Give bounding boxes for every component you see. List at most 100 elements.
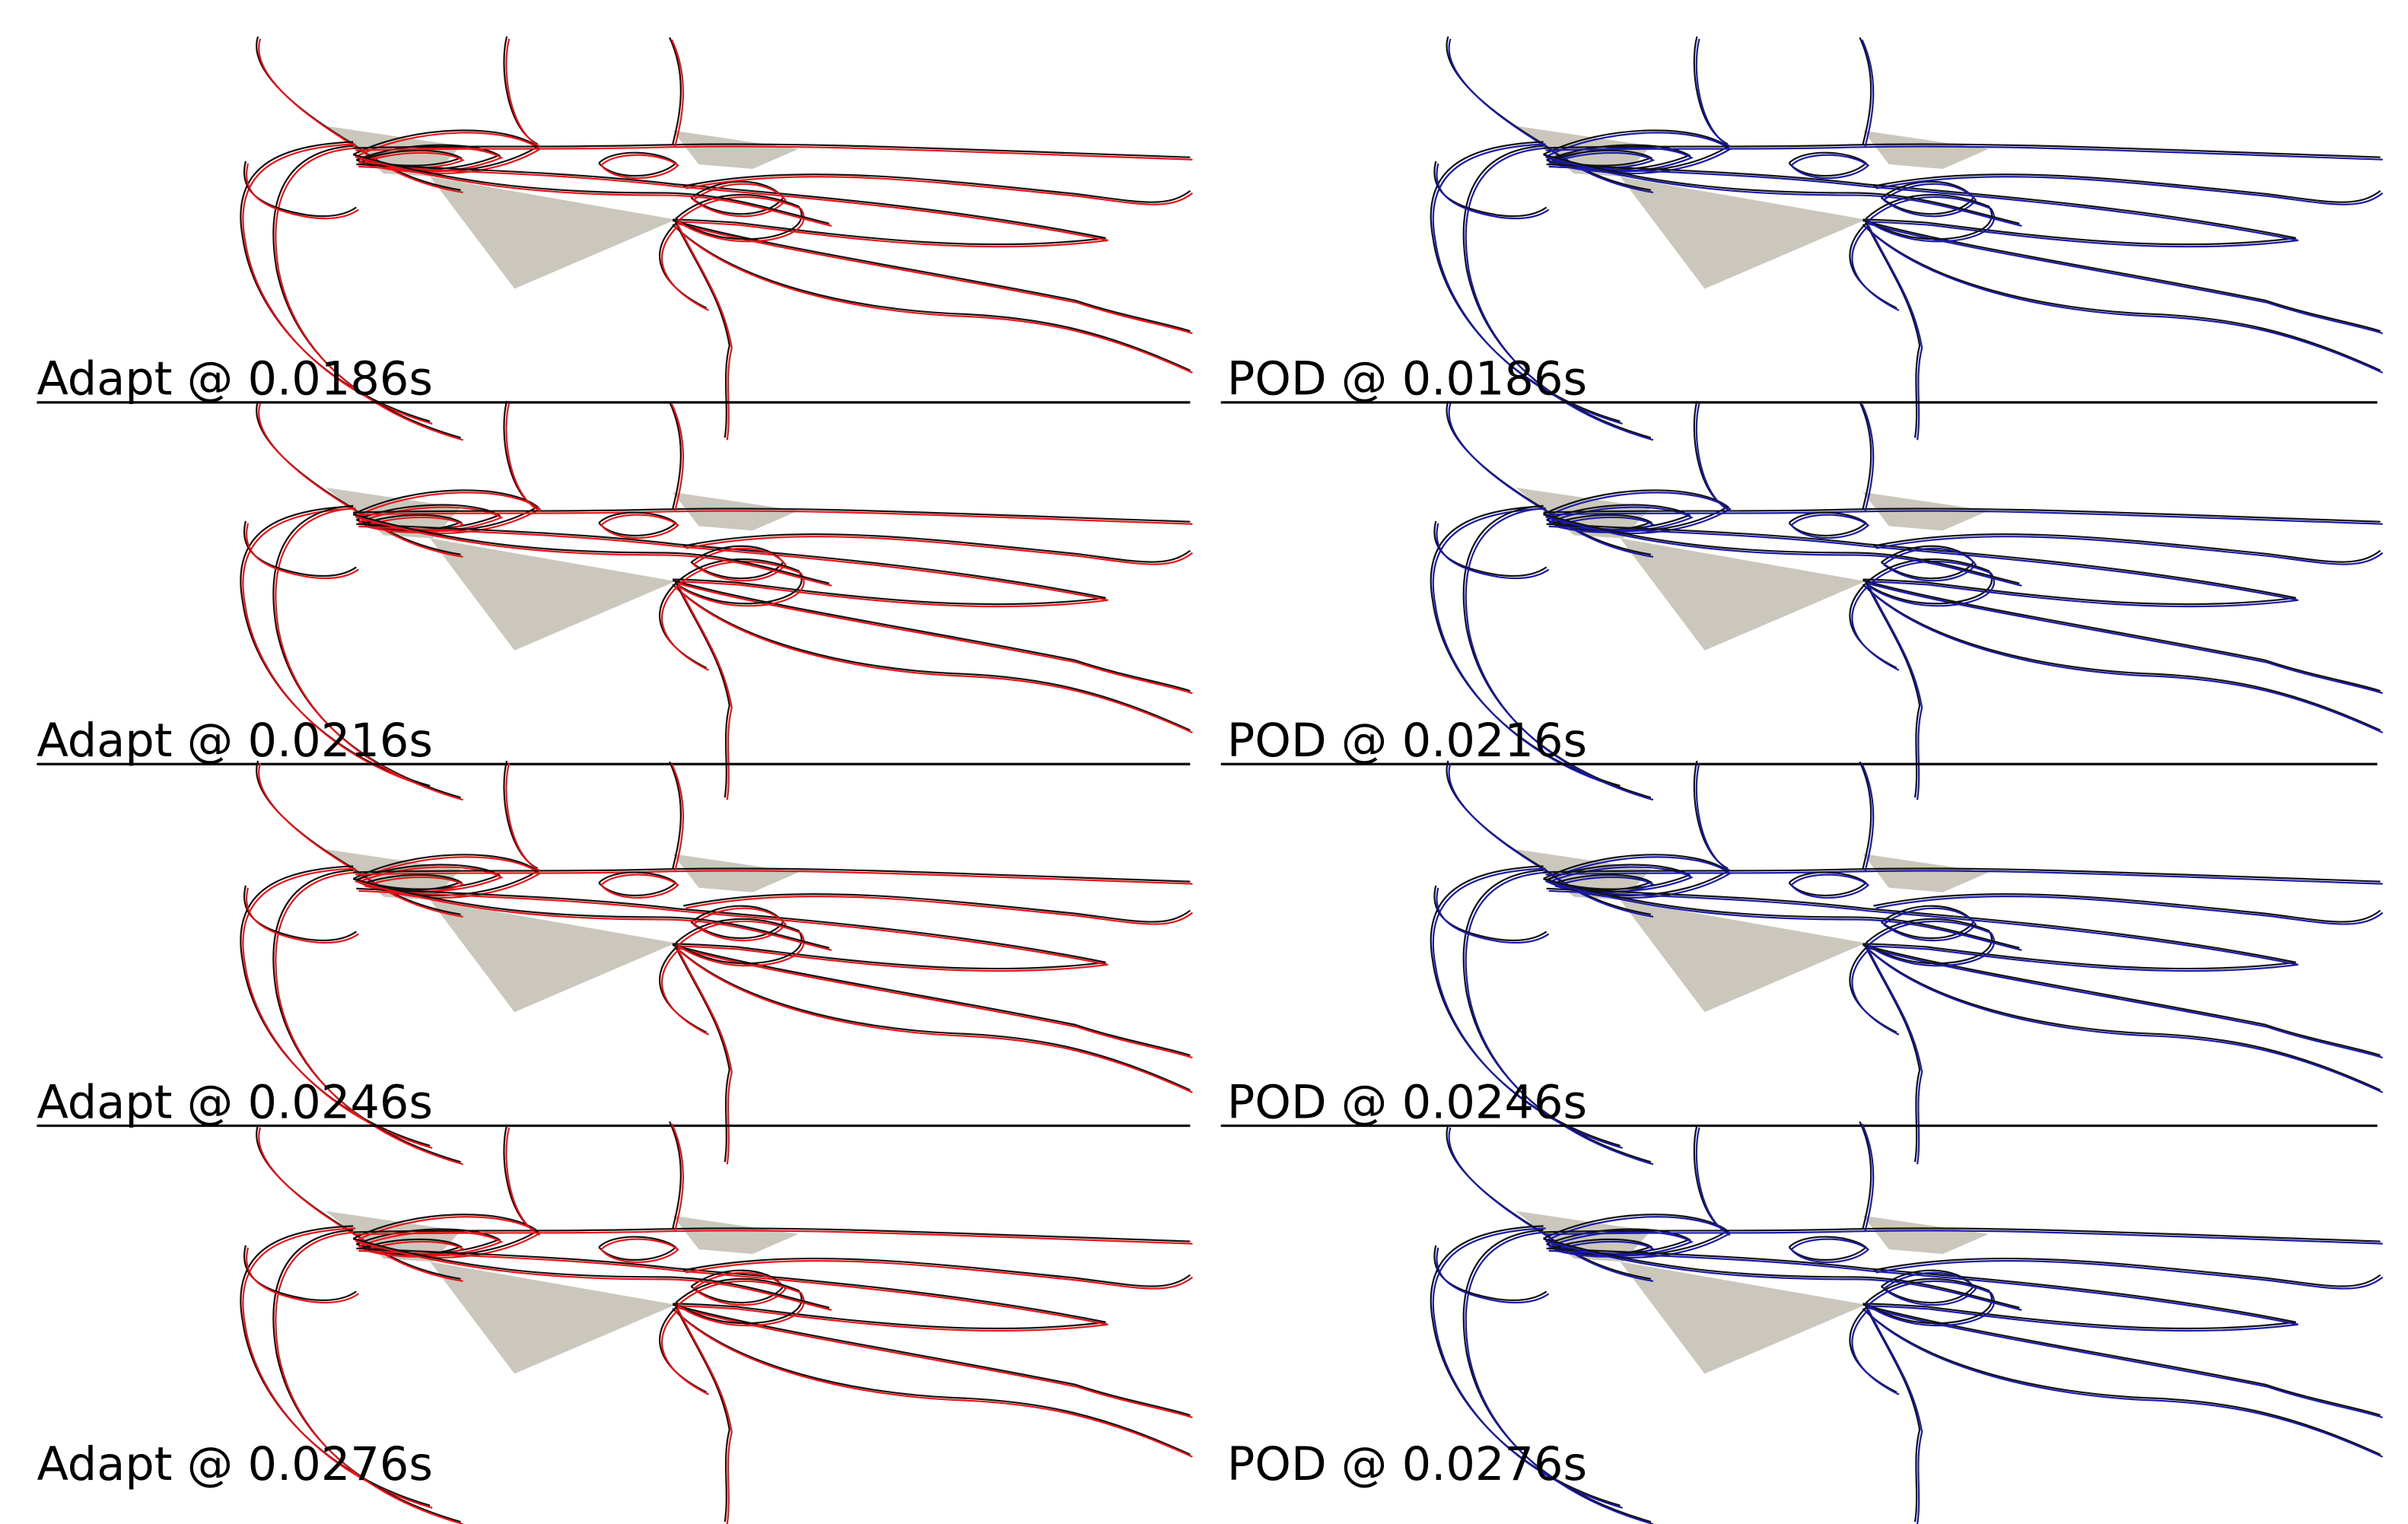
contour-line [669, 761, 682, 870]
contour-line [1862, 579, 2381, 692]
contour-line [1873, 533, 2381, 563]
contour-line [1873, 1257, 2381, 1287]
contour-line [674, 1310, 1193, 1458]
contour-line [1552, 1238, 1653, 1255]
contour-line [275, 507, 463, 801]
wing-plane [1516, 126, 1651, 177]
contour-line [1875, 896, 2384, 925]
wing-plane [673, 1215, 799, 1255]
contour-line [1548, 889, 2298, 972]
contour-line [661, 1309, 710, 1395]
contour-line [675, 193, 803, 240]
contour-line [1548, 506, 1694, 533]
contour-line [1851, 225, 1900, 311]
contour-line [1864, 586, 2384, 733]
contour-line [1865, 222, 1921, 438]
contour-line [355, 1230, 1193, 1245]
contour-line [1695, 38, 1731, 148]
contour-line [692, 183, 787, 218]
contour-line [356, 1247, 1106, 1330]
contour-line [1543, 877, 2020, 949]
contour-line [677, 1309, 733, 1524]
contour-line [1432, 143, 1623, 425]
contour-line [686, 176, 1194, 205]
contour-line [1448, 762, 1654, 918]
contour-line [352, 1237, 830, 1309]
contour-line [355, 1239, 832, 1311]
contour-line [677, 560, 805, 607]
contour-line [675, 582, 730, 798]
contour-line [674, 946, 1193, 1093]
contour-line [1465, 147, 1654, 441]
contour-line [1883, 907, 1977, 942]
contour-line [1875, 176, 2384, 205]
contour-line [1552, 514, 1653, 531]
contour-line [355, 156, 832, 227]
contour-line [1695, 402, 1731, 512]
contour-line [356, 887, 1106, 970]
contour-line [246, 1247, 359, 1304]
contour-line [1546, 864, 1691, 890]
contour-line [671, 1123, 684, 1232]
contour-line [243, 885, 357, 942]
contour-line [258, 1127, 463, 1282]
contour-line [686, 1260, 1194, 1290]
wing-plane [1620, 1262, 1866, 1374]
wing-plane [1862, 130, 1989, 170]
panel-label: POD @ 0.0246s [1227, 1076, 1587, 1129]
wing-plane [1862, 854, 1989, 892]
contour-line [1545, 145, 2383, 161]
contour-line [1548, 1249, 2298, 1332]
contour-line [692, 907, 787, 942]
contour-line [672, 943, 1191, 1091]
contour-line [352, 153, 830, 224]
contour-line [600, 154, 679, 180]
contour-line [353, 867, 1191, 883]
contour-line [675, 1277, 803, 1325]
contour-line [1865, 582, 1921, 798]
contour-line [362, 514, 463, 531]
figure-content: Adapt @ 0.0186s POD @ 0.0186s Adapt @ 0.02… [37, 36, 2384, 1524]
contour-line [353, 1227, 1191, 1242]
contour-line [683, 892, 1191, 923]
contour-line [1851, 585, 1900, 671]
panel-label: Adapt @ 0.0186s [37, 353, 433, 406]
contour-line [355, 510, 1193, 525]
contour-line [1543, 1227, 2381, 1242]
contour-line [1790, 514, 1870, 539]
contour-line [1867, 949, 1923, 1165]
contour-line [358, 889, 1109, 972]
contour-line [275, 871, 463, 1166]
contour-line [356, 523, 1106, 606]
contour-line [1543, 143, 2381, 158]
wing-plane [1620, 899, 1866, 1013]
contour-line [686, 896, 1194, 925]
contour-line [355, 515, 832, 587]
contour-line [1436, 163, 1550, 220]
panel-label: POD @ 0.0276s [1227, 1438, 1587, 1491]
contour-line [1861, 763, 1875, 872]
contour-line [683, 173, 1191, 203]
contour-line [1543, 867, 2381, 883]
contour-line [1883, 183, 1977, 218]
contour-line [243, 161, 357, 218]
contour-line [1545, 1239, 2022, 1311]
contour-line [1865, 193, 1993, 240]
panel: Adapt @ 0.0246s [37, 760, 1194, 1166]
contour-line [672, 1308, 1191, 1456]
contour-line [246, 523, 359, 580]
contour-line [352, 877, 830, 949]
wing-plane [325, 126, 461, 177]
contour-line [242, 507, 433, 789]
contour-line [669, 401, 682, 510]
contour-line [1433, 520, 1548, 577]
contour-line [674, 226, 1193, 374]
contour-line [1851, 1309, 1900, 1395]
panel: POD @ 0.0276s [1227, 1121, 2384, 1524]
contour-line [1859, 1121, 1872, 1230]
contour-line [1465, 1231, 1654, 1524]
contour-line [1548, 525, 2298, 608]
contour-line [1543, 1237, 2020, 1309]
panel-label: Adapt @ 0.0246s [37, 1076, 433, 1129]
panel: Adapt @ 0.0276s [37, 1121, 1194, 1524]
